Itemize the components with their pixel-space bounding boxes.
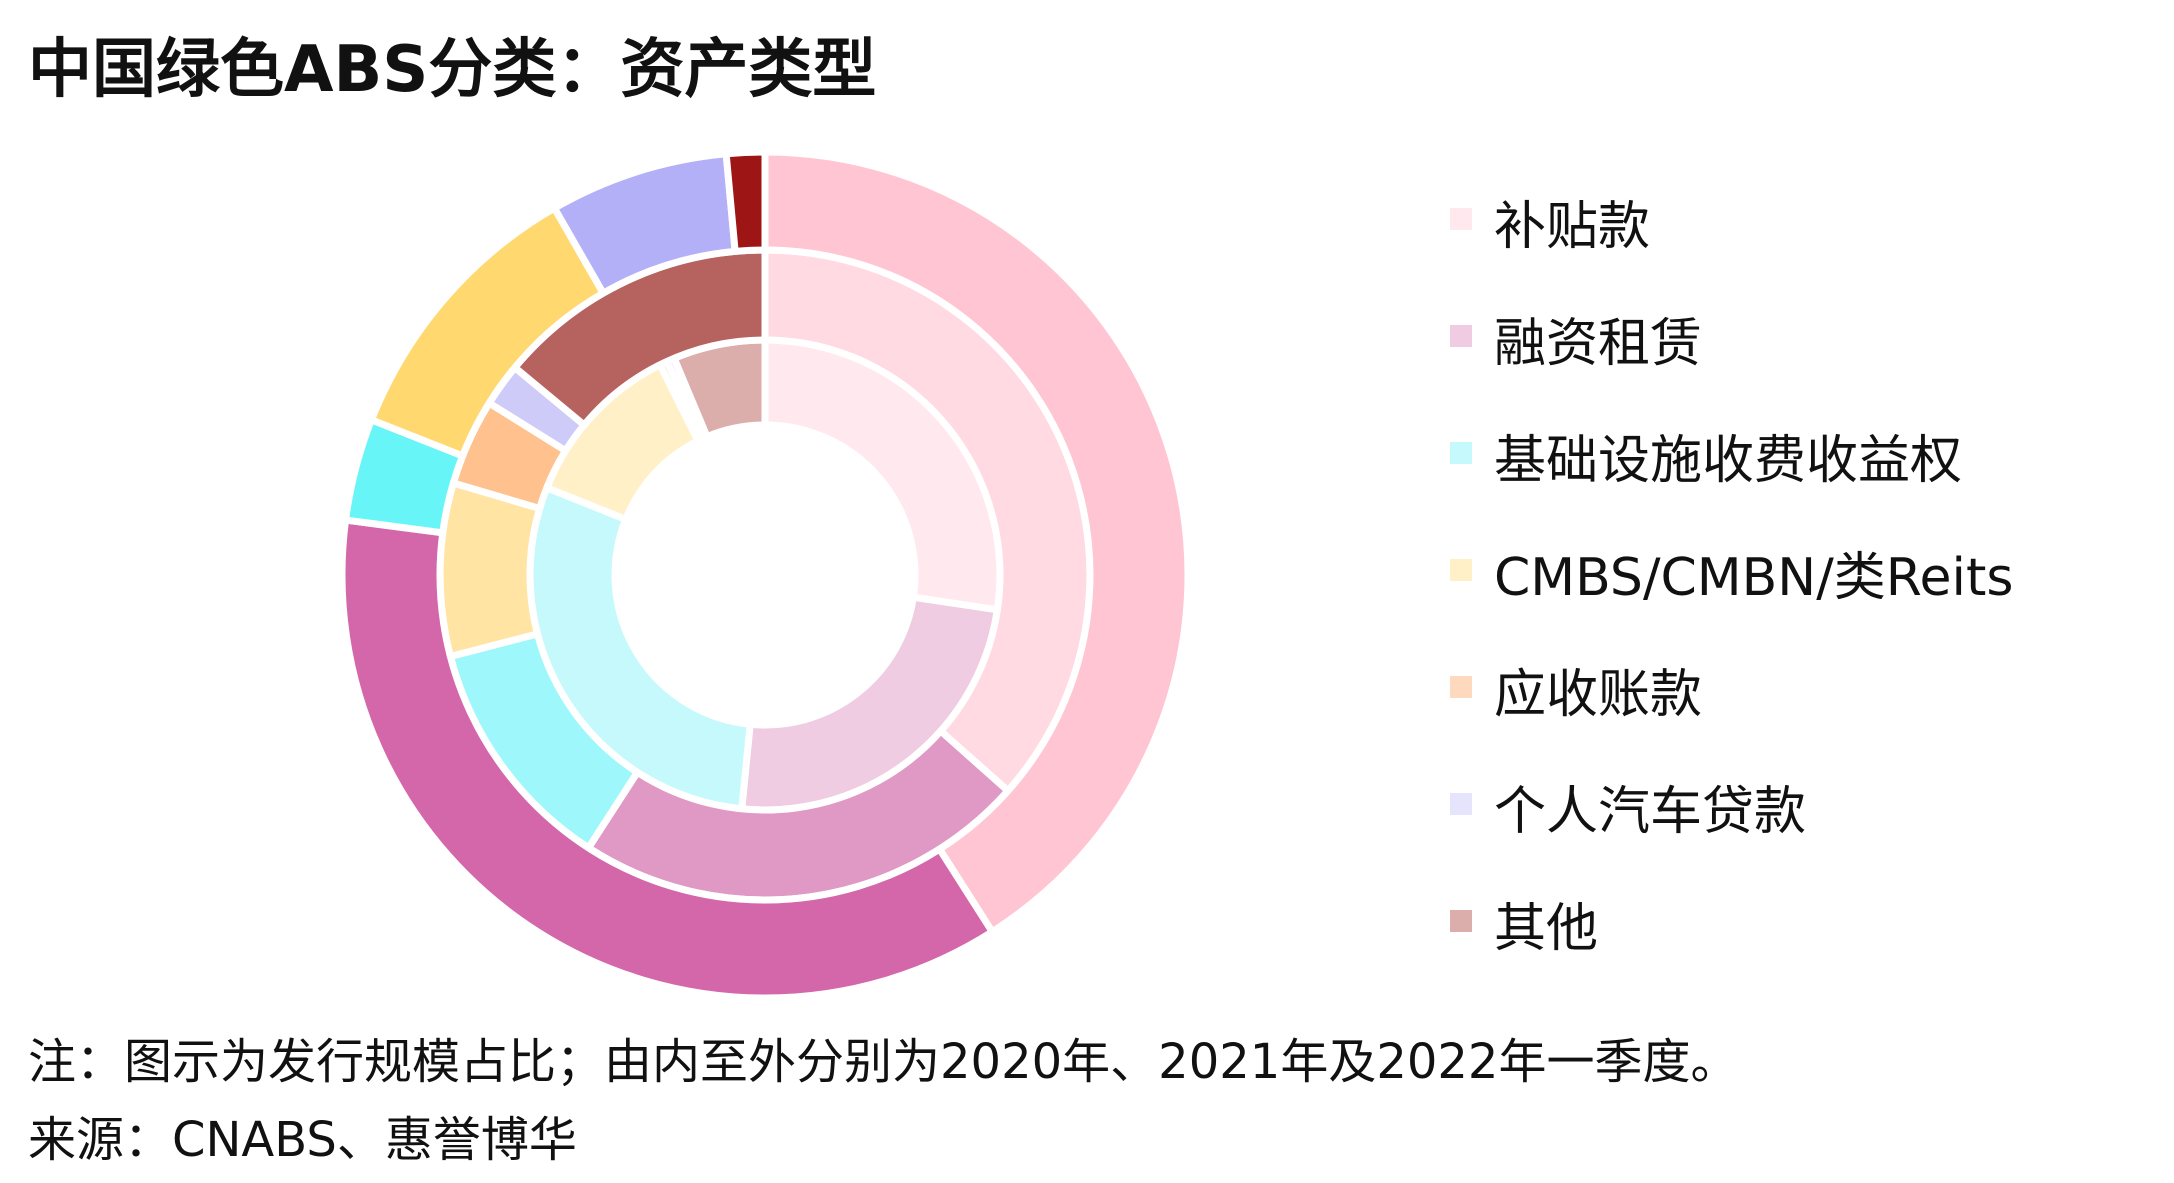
legend-label-infrastructure-toll: 基础设施收费收益权: [1494, 431, 1963, 491]
legend-label-finance-lease: 融资租赁: [1494, 314, 1703, 374]
slice-middle-cmbs-reits: [436, 479, 544, 660]
legend-swatch-other: [1450, 910, 1472, 932]
legend-swatch-cmbs-reits: [1450, 559, 1472, 581]
legend-swatch-auto-loan: [1450, 793, 1472, 815]
legend-swatch-infrastructure-toll: [1450, 442, 1472, 464]
legend-label-auto-loan: 个人汽车贷款: [1494, 782, 1807, 842]
chart-source: 来源：CNABS、惠誉博华: [28, 1112, 577, 1168]
legend-swatch-finance-lease: [1450, 325, 1472, 347]
legend-label-cmbs-reits: CMBS/CMBN/类Reits: [1494, 548, 2014, 608]
chart-note: 注：图示为发行规模占比；由内至外分别为2020年、2021年及2022年一季度。: [28, 1034, 1739, 1090]
slice-outer-finance-lease: [338, 516, 996, 1002]
slice-outer-subsidy: [761, 148, 1192, 936]
legend-label-receivables: 应收账款: [1494, 665, 1703, 725]
chart-title: 中国绿色ABS分类：资产类型: [28, 33, 877, 107]
legend-label-other: 其他: [1494, 899, 1599, 959]
legend-swatch-receivables: [1450, 676, 1472, 698]
legend-swatch-subsidy: [1450, 208, 1472, 230]
slice-outer-other: [722, 148, 769, 255]
legend-label-subsidy: 补贴款: [1494, 197, 1651, 257]
